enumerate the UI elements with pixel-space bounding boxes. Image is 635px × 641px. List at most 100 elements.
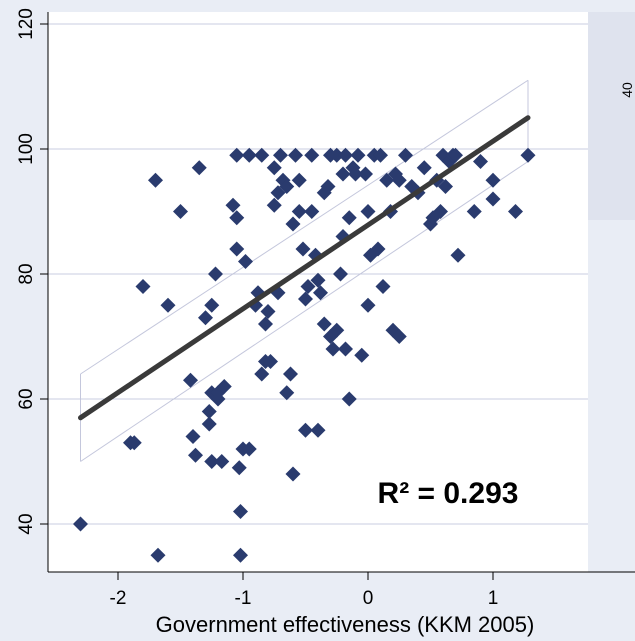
data-point (338, 341, 353, 357)
data-point (350, 147, 366, 163)
data-point (450, 247, 466, 263)
data-point (291, 204, 307, 219)
data-point (238, 254, 253, 269)
data-point (329, 322, 345, 338)
x-tick-label: 0 (363, 588, 374, 609)
data-point (391, 329, 407, 344)
data-point (266, 160, 282, 176)
data-point (325, 341, 341, 357)
data-point (313, 285, 328, 301)
data-point (135, 279, 151, 294)
x-tick-label: -2 (110, 588, 127, 609)
inset-panel (588, 12, 635, 220)
data-point (231, 460, 247, 476)
data-point (466, 204, 482, 219)
data-point (485, 172, 501, 188)
y-tick-label: 40 (16, 513, 37, 534)
data-point (216, 379, 232, 394)
data-point (304, 147, 320, 163)
data-point (300, 279, 316, 294)
data-point (348, 166, 363, 182)
data-point (360, 297, 376, 313)
x-axis-ticks: -2 -1 0 1 (110, 572, 499, 609)
data-point (398, 147, 413, 163)
data-point (485, 191, 501, 207)
data-point (214, 454, 230, 469)
data-point (288, 147, 303, 163)
data-point (335, 166, 351, 182)
data-point (438, 179, 453, 194)
data-point (291, 172, 307, 188)
data-point (279, 179, 295, 194)
y-tick-label: 100 (16, 133, 37, 165)
data-point (173, 204, 188, 219)
data-point (358, 166, 373, 182)
data-point (201, 416, 217, 432)
data-point (204, 454, 220, 469)
data-point (198, 310, 213, 326)
data-point (391, 172, 407, 188)
data-point (185, 429, 201, 444)
data-point (338, 147, 353, 163)
data-point (160, 297, 176, 313)
data-point (273, 147, 288, 163)
data-point (73, 516, 88, 532)
y-tick-label: 60 (16, 388, 37, 409)
data-points (73, 147, 536, 563)
data-point (310, 272, 326, 288)
data-point (254, 147, 270, 163)
data-point (225, 197, 241, 213)
x-tick-label: -1 (235, 588, 252, 609)
data-point (263, 354, 278, 369)
data-point (148, 172, 163, 188)
data-point (448, 147, 463, 163)
data-point (254, 366, 270, 382)
data-point (188, 447, 203, 463)
ci-lower-line (80, 161, 529, 462)
data-point (258, 316, 273, 332)
data-point (285, 216, 301, 232)
data-point (241, 147, 257, 163)
data-point (304, 204, 320, 219)
fit-line (78, 115, 531, 421)
y-axis-ticks: 40 60 80 100 120 (16, 8, 48, 535)
data-point (310, 422, 326, 438)
data-point (316, 316, 332, 332)
data-point (233, 547, 248, 563)
data-point (370, 241, 386, 257)
data-point (229, 210, 245, 226)
data-point (260, 304, 276, 319)
data-point (373, 147, 388, 163)
data-point (341, 210, 357, 226)
data-point (298, 291, 313, 307)
data-point (341, 391, 357, 407)
data-point (204, 297, 220, 313)
data-point (229, 147, 245, 163)
data-point (150, 547, 166, 563)
data-point (333, 266, 348, 282)
x-tick-label: 1 (488, 588, 499, 609)
data-point (233, 504, 248, 519)
x-axis-label: Government effectiveness (KKM 2005) (156, 612, 535, 637)
data-point (520, 147, 536, 163)
data-point (360, 204, 376, 219)
data-point (416, 160, 432, 176)
y-tick-label: 80 (16, 263, 37, 284)
fit-line-group (78, 115, 531, 421)
data-point (298, 422, 313, 438)
data-point (241, 441, 257, 457)
data-point (229, 241, 245, 257)
data-point (183, 372, 198, 388)
data-point (266, 197, 282, 213)
data-point (508, 204, 523, 219)
data-point (295, 241, 311, 257)
data-point (320, 179, 336, 194)
data-point (208, 266, 223, 282)
r-squared-annotation: R² = 0.293 (378, 477, 519, 510)
inset-tick-label: 40 (619, 82, 635, 98)
data-point (279, 385, 295, 401)
data-point (283, 366, 298, 382)
data-point (285, 466, 301, 482)
data-point (354, 347, 370, 363)
